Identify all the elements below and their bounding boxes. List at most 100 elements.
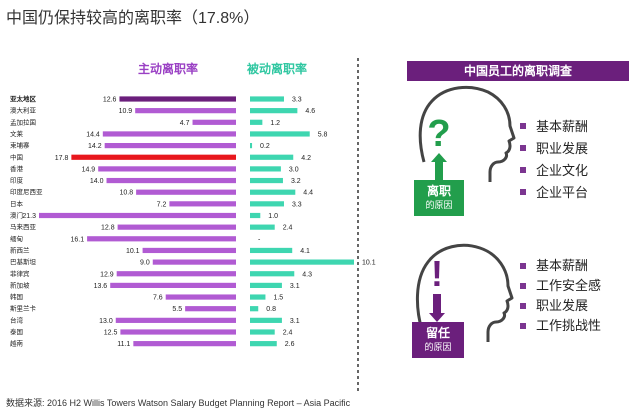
voluntary-value-label: 13.0: [99, 318, 113, 325]
involuntary-value-label: 1.5: [273, 295, 283, 302]
voluntary-value-label: 14.2: [88, 143, 102, 150]
involuntary-value-label: 1.2: [270, 120, 280, 127]
category-label: 澳门: [10, 211, 23, 220]
involuntary-bar: [250, 166, 281, 172]
stay-reason-item: 工作安全感: [520, 276, 601, 296]
leave-badge-text: 离职 的原因: [414, 184, 464, 212]
involuntary-bar: [250, 212, 261, 219]
category-label: 印度: [10, 176, 24, 185]
voluntary-value-label: 16.1: [70, 236, 84, 243]
stay-badge-sub: 的原因: [424, 342, 452, 352]
leave-badge-sub: 的原因: [425, 200, 453, 210]
leave-reason-item: 职业发展: [520, 138, 588, 160]
involuntary-value-label: 3.1: [290, 283, 300, 290]
category-label: 巴基斯坦: [10, 257, 37, 266]
stay-badge-title: 留任: [425, 326, 450, 340]
involuntary-bar: [250, 119, 263, 125]
leave-reason-item: 基本薪酬: [520, 116, 588, 138]
voluntary-value-label: 14.0: [90, 178, 104, 185]
category-label: 马来西亚: [10, 223, 37, 231]
involuntary-bar: [250, 108, 298, 114]
stay-badge: [412, 322, 464, 358]
involuntary-value-label: 4.4: [303, 190, 313, 197]
voluntary-bar: [98, 166, 236, 172]
involuntary-value-label: 2.4: [283, 330, 293, 337]
voluntary-bar: [104, 143, 237, 149]
category-label: 文莱: [10, 129, 24, 138]
voluntary-value-label: 12.5: [104, 330, 118, 337]
voluntary-value-label: 7.2: [157, 201, 167, 208]
voluntary-value-label: 17.8: [55, 155, 69, 162]
category-label: 菲律宾: [10, 269, 30, 278]
voluntary-value-label: 12.8: [101, 225, 115, 232]
voluntary-value-label: 14.9: [82, 166, 96, 173]
voluntary-value-label: 10.1: [126, 248, 140, 255]
category-label: 新加坡: [10, 280, 30, 289]
category-label: 缅甸: [10, 234, 23, 243]
voluntary-value-label: 12.9: [100, 271, 114, 278]
involuntary-bar: [250, 247, 293, 254]
category-label: 韩国: [10, 292, 23, 301]
leave-head-graphic: ?: [418, 85, 516, 182]
voluntary-bar: [110, 282, 236, 288]
voluntary-bar: [133, 341, 236, 347]
involuntary-bar: [250, 143, 253, 149]
voluntary-value-label: 11.1: [117, 341, 130, 348]
voluntary-bar: [102, 131, 237, 137]
leave-reasons-list: 基本薪酬 职业发展 企业文化 企业平台: [520, 116, 588, 204]
involuntary-value-label: 4.3: [302, 271, 312, 278]
stay-arrow: [429, 294, 445, 322]
voluntary-value-label: 12.6: [103, 97, 117, 104]
category-label: 日本: [10, 199, 24, 208]
involuntary-value-label: 3.0: [289, 166, 299, 173]
leave-reason-item: 企业平台: [520, 182, 588, 204]
involuntary-value-label: -: [258, 236, 261, 243]
involuntary-bar: [250, 96, 284, 102]
voluntary-value-label: 21.3: [22, 213, 36, 220]
involuntary-bar: [250, 282, 282, 288]
involuntary-bar: [250, 201, 284, 207]
stay-reason-item: 基本薪酬: [520, 256, 601, 276]
stay-reason-item: 职业发展: [520, 296, 601, 316]
leave-arrow: [431, 153, 447, 180]
voluntary-bar: [39, 212, 236, 219]
involuntary-value-label: 10.1: [362, 260, 376, 267]
involuntary-bar: [250, 224, 275, 230]
involuntary-bar: [250, 329, 275, 335]
leave-badge: [414, 180, 464, 216]
voluntary-bar: [120, 329, 236, 335]
category-label: 澳大利亚: [10, 106, 37, 115]
category-label: 新西兰: [10, 245, 30, 254]
voluntary-bar: [165, 294, 236, 300]
voluntary-bar: [71, 154, 236, 160]
involuntary-value-label: 2.6: [285, 341, 295, 348]
voluntary-value-label: 5.5: [172, 306, 182, 313]
category-label: 台湾: [10, 315, 24, 324]
category-label: 斯里兰卡: [10, 304, 37, 313]
involuntary-value-label: 1.0: [268, 213, 278, 220]
category-label: 亚太地区: [10, 94, 37, 103]
category-label: 中国: [10, 152, 23, 161]
voluntary-bar: [115, 317, 236, 323]
page-title: 中国仍保持较高的离职率（17.8%）: [6, 10, 260, 27]
involuntary-bar: [250, 154, 294, 160]
involuntary-bar: [250, 131, 310, 137]
voluntary-bar: [135, 108, 236, 114]
category-label: 孟加拉国: [10, 117, 36, 126]
involuntary-bar: [250, 341, 277, 347]
involuntary-value-label: 0.2: [260, 143, 270, 150]
involuntary-value-label: 4.2: [301, 155, 311, 162]
involuntary-value-label: 5.8: [318, 131, 328, 138]
voluntary-value-label: 4.7: [180, 120, 190, 127]
stay-reasons-list: 基本薪酬 工作安全感 职业发展 工作挑战性: [520, 256, 601, 336]
involuntary-bar: [250, 271, 295, 277]
stay-reason-item: 工作挑战性: [520, 316, 601, 336]
involuntary-bar: [250, 306, 259, 312]
category-label: 香港: [10, 164, 24, 173]
voluntary-value-label: 14.4: [86, 131, 100, 138]
involuntary-series-header: 被动离职率: [247, 61, 307, 76]
involuntary-value-label: 3.2: [291, 178, 301, 185]
voluntary-bar: [106, 177, 236, 184]
voluntary-series-header: 主动离职率: [138, 61, 198, 76]
